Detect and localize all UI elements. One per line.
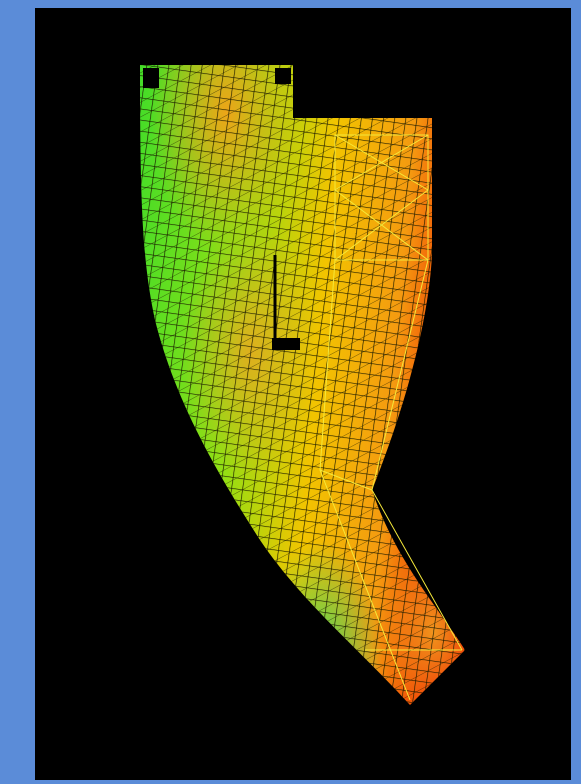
support — [275, 68, 291, 84]
viewport — [35, 8, 571, 780]
contour-body — [130, 60, 475, 710]
support — [143, 68, 159, 88]
mesh-view — [35, 8, 571, 780]
page — [0, 0, 581, 780]
